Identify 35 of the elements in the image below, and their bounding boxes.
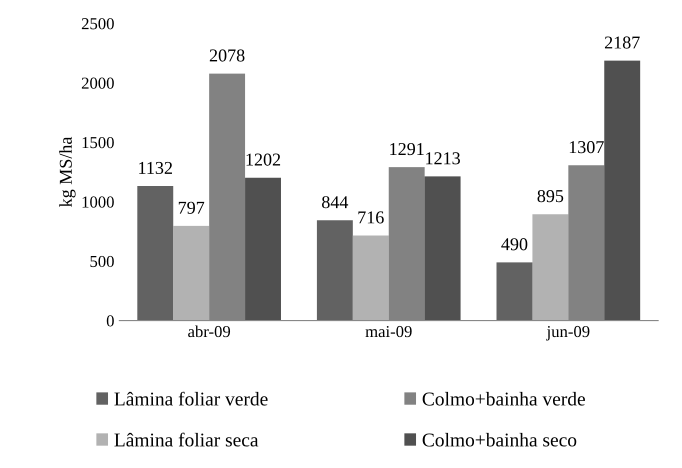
bar	[245, 178, 281, 321]
data-label: 1307	[570, 141, 604, 154]
data-label: 844	[322, 196, 348, 208]
x-tick-label: abr-09	[188, 325, 230, 338]
y-tick-label: 2500	[82, 18, 114, 30]
legend-label: Lâmina foliar seca	[114, 432, 258, 447]
y-tick-label: 2000	[82, 78, 114, 89]
bar	[173, 226, 210, 321]
data-label: 1132	[139, 162, 172, 174]
data-label: 895	[538, 190, 564, 202]
data-label: 2187	[604, 36, 640, 49]
x-tick-label: mai-09	[365, 326, 412, 338]
bar	[352, 235, 389, 321]
bar	[424, 176, 461, 321]
legend-label: Colmo+bainha seco	[422, 432, 576, 447]
legend-label: Colmo+bainha verde	[422, 392, 585, 406]
y-tick-label: 1500	[82, 136, 114, 148]
bar	[496, 262, 532, 321]
y-tick-label: 0	[106, 315, 114, 327]
bar	[532, 214, 568, 321]
y-tick-label: 1000	[82, 196, 114, 208]
data-label: 2078	[210, 49, 244, 62]
data-label: 716	[358, 211, 384, 224]
bar	[137, 186, 174, 321]
data-label: 1202	[246, 154, 280, 166]
bar	[316, 220, 353, 321]
y-tick-label: 500	[90, 256, 114, 268]
bar	[604, 60, 640, 321]
data-label: 1213	[426, 152, 460, 164]
y-axis-title: kg MS/ha	[59, 136, 76, 208]
legend-label: Lâmina foliar verde	[114, 392, 268, 406]
data-label: 1291	[390, 142, 424, 156]
data-label: 797	[178, 202, 204, 214]
data-label: 490	[501, 238, 528, 250]
x-tick-label: jun-09	[546, 326, 590, 341]
